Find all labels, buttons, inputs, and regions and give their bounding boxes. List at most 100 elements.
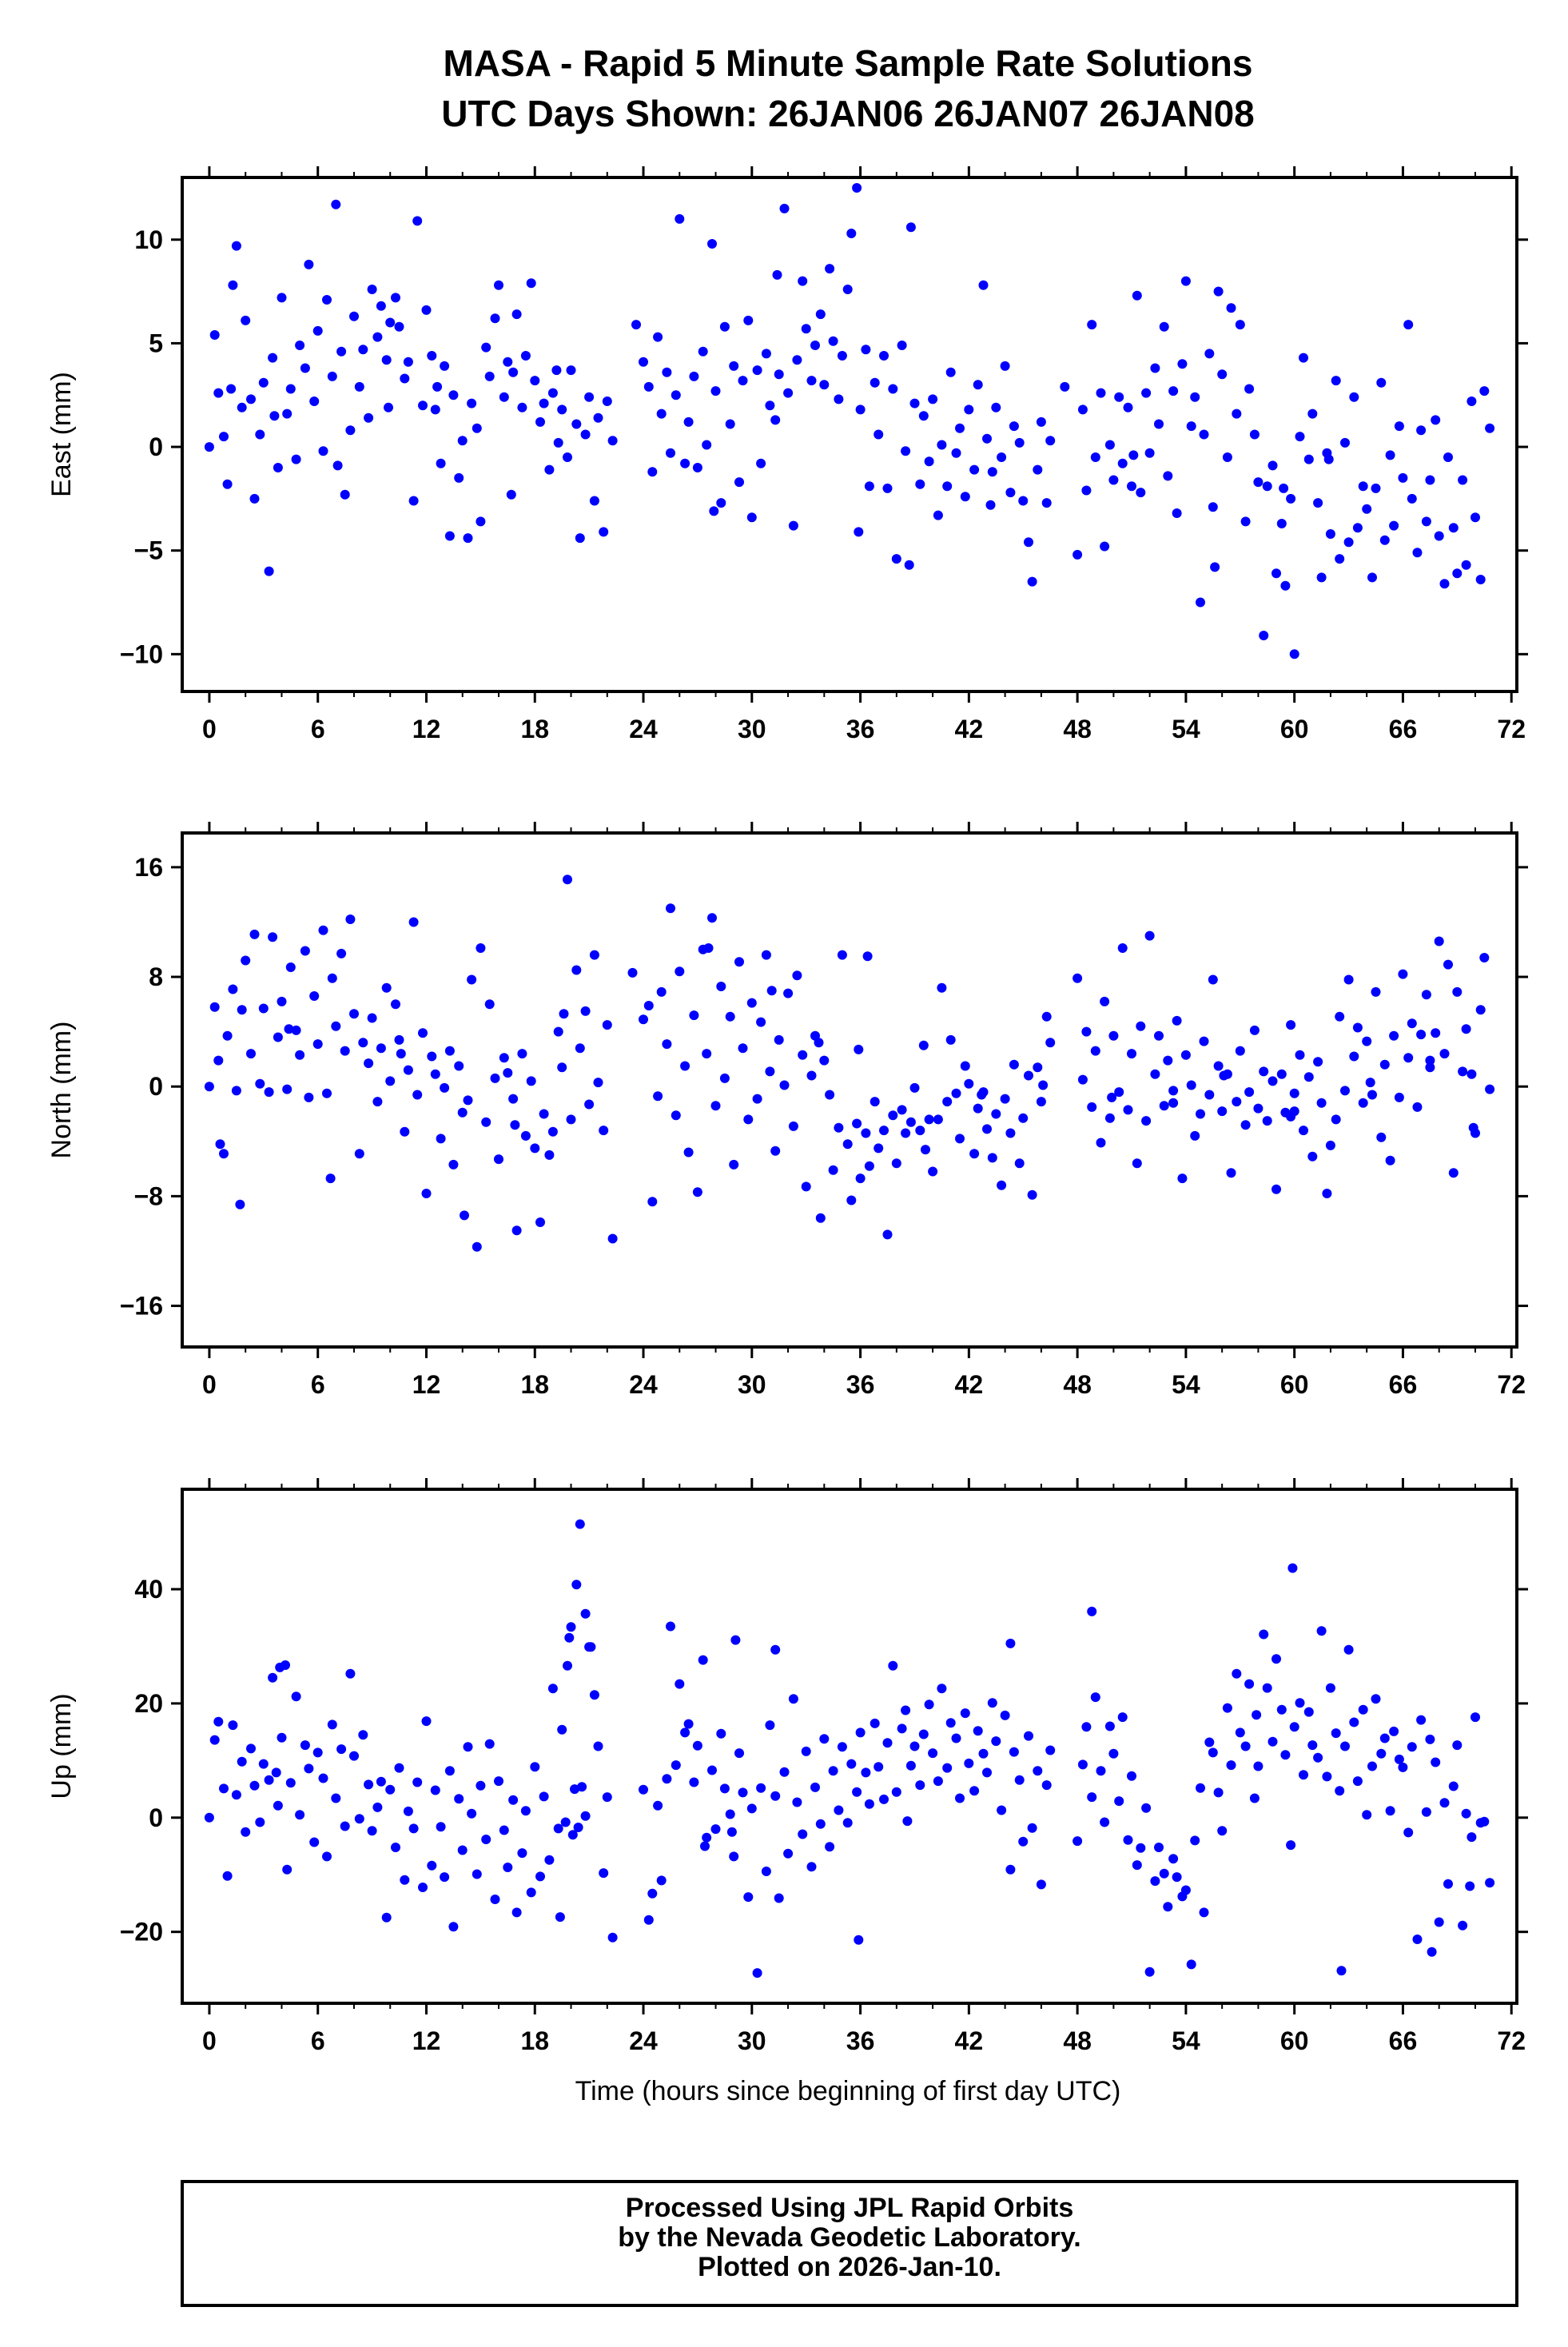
up-data-point — [991, 1736, 1001, 1747]
north-data-point — [364, 1058, 374, 1069]
east-data-point — [746, 512, 757, 523]
up-data-point — [683, 1719, 694, 1729]
north-data-point — [1467, 1069, 1477, 1079]
up-data-point — [1280, 1750, 1291, 1760]
up-data-point — [730, 1635, 741, 1645]
east-data-point — [557, 404, 567, 415]
up-data-point — [1295, 1698, 1305, 1708]
north-data-point — [593, 1078, 603, 1088]
north-data-point — [607, 1233, 618, 1244]
north-data-point — [1114, 1087, 1124, 1098]
north-data-point — [825, 1090, 835, 1100]
up-data-point — [1448, 1781, 1459, 1791]
up-x-tick-label: 0 — [202, 2026, 217, 2055]
north-data-point — [237, 1005, 247, 1015]
up-data-point — [1232, 1668, 1242, 1679]
east-data-point — [653, 332, 663, 342]
up-data-point — [666, 1621, 675, 1632]
up-data-point — [436, 1822, 446, 1832]
east-data-point — [973, 380, 983, 390]
north-data-point — [806, 1070, 817, 1081]
east-x-tick-label: 36 — [846, 715, 875, 743]
up-data-point — [219, 1783, 229, 1794]
up-data-point — [354, 1814, 364, 1824]
north-data-point — [647, 1197, 658, 1207]
up-data-point — [1276, 1704, 1287, 1715]
up-data-point — [1412, 1935, 1423, 1944]
east-data-point — [1439, 579, 1450, 589]
up-data-point — [810, 1782, 820, 1792]
up-x-tick-label: 18 — [520, 2026, 549, 2055]
north-data-point — [520, 1130, 531, 1141]
north-data-point — [268, 932, 278, 942]
north-data-point — [1343, 974, 1354, 985]
east-data-point — [1475, 575, 1486, 584]
east-data-point — [1024, 537, 1033, 548]
north-data-point — [1371, 986, 1381, 997]
east-data-point — [1268, 460, 1278, 471]
up-data-point — [1458, 1920, 1468, 1931]
east-data-point — [1217, 369, 1228, 380]
up-data-point — [1024, 1731, 1033, 1741]
up-data-point — [340, 1821, 350, 1831]
east-data-point — [602, 396, 612, 406]
north-data-point — [349, 1009, 359, 1019]
up-data-point — [300, 1740, 310, 1751]
up-data-point — [937, 1684, 947, 1694]
north-data-point — [566, 1114, 576, 1125]
east-data-point — [924, 456, 934, 467]
up-data-point — [1371, 1694, 1381, 1704]
up-data-point — [1349, 1717, 1359, 1727]
north-data-point — [819, 1055, 830, 1066]
east-data-point — [1060, 381, 1070, 392]
up-data-point — [1434, 1917, 1444, 1927]
up-x-tick-label: 6 — [311, 2026, 325, 2055]
up-data-point — [671, 1760, 681, 1771]
east-data-point — [599, 527, 609, 537]
footer-box — [181, 2180, 1518, 2307]
east-data-point — [689, 371, 699, 381]
north-data-point — [937, 982, 947, 993]
north-data-point — [213, 1055, 224, 1066]
east-data-point — [945, 367, 956, 377]
north-data-point — [547, 1126, 558, 1137]
up-data-point — [1036, 1879, 1046, 1890]
east-data-point — [1394, 421, 1404, 432]
east-data-point — [1443, 452, 1453, 462]
up-data-point — [1136, 1843, 1146, 1853]
north-data-point — [530, 1143, 540, 1154]
north-data-point — [1431, 1028, 1441, 1038]
north-data-point — [1416, 1030, 1427, 1040]
east-data-point — [1379, 535, 1390, 545]
east-data-point — [1132, 290, 1142, 301]
east-data-point — [418, 400, 428, 411]
north-data-point — [255, 1078, 265, 1089]
up-data-point — [1470, 1712, 1480, 1723]
up-plot-frame — [181, 1488, 1518, 2005]
north-data-point — [1077, 1074, 1088, 1085]
north-data-point — [430, 1069, 440, 1079]
east-data-point — [1325, 529, 1335, 539]
east-data-point — [300, 363, 310, 373]
north-data-point — [639, 1014, 648, 1025]
north-data-point — [312, 1039, 323, 1050]
up-data-point — [204, 1812, 214, 1823]
up-data-point — [842, 1818, 853, 1828]
up-data-point — [1268, 1736, 1278, 1747]
up-data-point — [1421, 1807, 1431, 1817]
north-x-tick-label: 54 — [1172, 1370, 1200, 1399]
up-data-point — [281, 1660, 290, 1670]
north-data-point — [444, 1046, 455, 1056]
north-data-point — [571, 965, 582, 975]
north-data-point — [1014, 1158, 1025, 1169]
up-data-point — [560, 1817, 571, 1827]
north-data-point — [828, 1165, 838, 1175]
up-data-point — [1208, 1747, 1218, 1758]
up-data-point — [1416, 1715, 1427, 1725]
north-data-point — [1038, 1080, 1049, 1090]
north-data-point — [285, 962, 296, 972]
north-data-point — [837, 950, 847, 960]
east-data-point — [1222, 452, 1232, 462]
up-data-point — [1431, 1757, 1441, 1767]
